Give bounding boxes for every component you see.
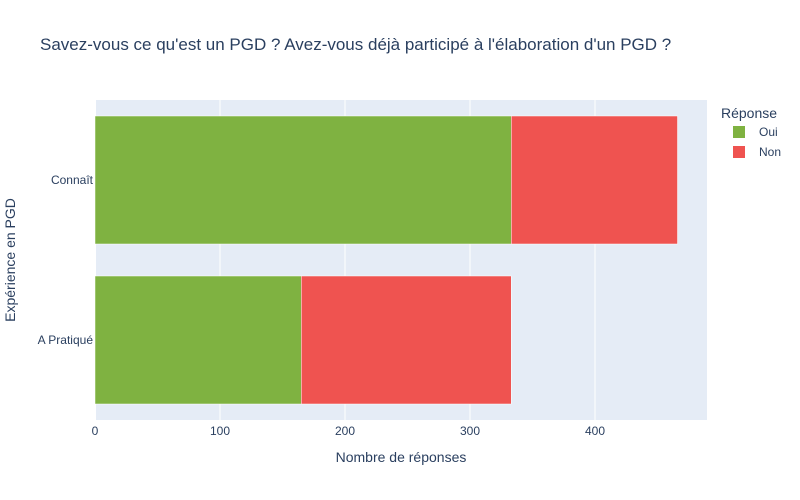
legend-label[interactable]: Non [759,145,781,159]
x-tick-label: 400 [585,424,605,438]
x-tick-labels: 0 100 200 300 400 [92,424,606,438]
legend-title: Réponse [721,105,777,121]
bar-non-0 [511,115,678,245]
x-tick-label: 200 [335,424,355,438]
legend-items: Oui Non [733,125,781,159]
y-tick-label: Connaît [51,173,94,187]
legend: Réponse Oui Non [721,105,781,159]
bar-oui-0 [94,115,512,245]
legend-label[interactable]: Oui [759,125,778,139]
y-axis-title: Expérience en PGD [2,198,18,322]
y-tick-labels: Connaît A Pratiqué [38,173,94,347]
bar-oui-1 [94,275,302,405]
bar-non-1 [301,275,512,405]
x-tick-label: 100 [210,424,230,438]
x-axis-title: Nombre de réponses [336,449,467,465]
x-tick-label: 0 [92,424,99,438]
legend-swatch [733,146,745,158]
x-tick-label: 300 [460,424,480,438]
legend-swatch [733,126,745,138]
chart-title: Savez-vous ce qu'est un PGD ? Avez-vous … [40,35,671,54]
bars [94,115,678,405]
y-tick-label: A Pratiqué [38,333,94,347]
